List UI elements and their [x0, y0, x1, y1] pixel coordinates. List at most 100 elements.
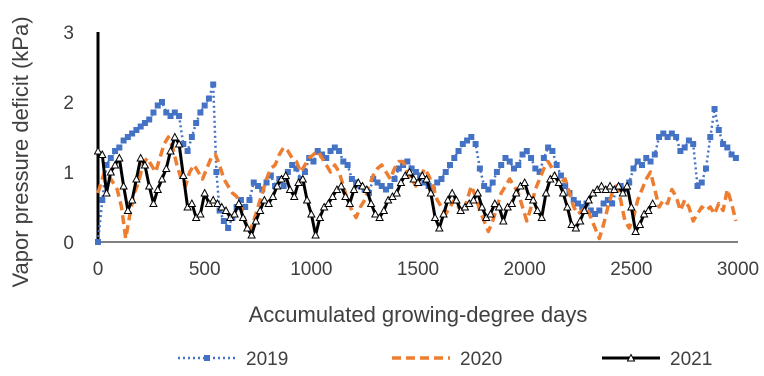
- x-tick-label: 1000: [290, 259, 332, 280]
- data-point: [310, 158, 317, 165]
- series-2020: [96, 135, 738, 241]
- data-point: [524, 191, 534, 200]
- data-point: [575, 200, 581, 207]
- data-point: [711, 106, 718, 112]
- data-point: [205, 95, 212, 102]
- data-point: [383, 186, 389, 193]
- data-point: [472, 141, 479, 147]
- data-point: [348, 176, 355, 182]
- data-point: [99, 197, 106, 203]
- data-point: [263, 179, 270, 186]
- data-point: [550, 170, 559, 179]
- data-point: [260, 195, 269, 204]
- data-point: [426, 188, 436, 197]
- data-point: [358, 181, 367, 190]
- data-point: [485, 186, 492, 193]
- data-point: [412, 169, 419, 175]
- data-point: [584, 195, 594, 204]
- data-point: [720, 141, 727, 147]
- data-point: [255, 183, 261, 189]
- legend-label: 2021: [670, 349, 712, 370]
- data-point: [324, 198, 333, 207]
- data-point: [174, 139, 184, 148]
- data-point: [533, 205, 542, 214]
- data-point: [267, 172, 274, 179]
- data-point: [242, 223, 252, 232]
- data-point: [647, 158, 654, 165]
- data-point: [178, 170, 188, 179]
- data-point: [443, 195, 453, 204]
- data-point: [404, 158, 411, 165]
- data-point: [536, 169, 543, 175]
- data-point: [442, 169, 449, 175]
- data-point: [154, 102, 161, 109]
- data-point: [477, 202, 487, 211]
- data-point: [635, 219, 645, 228]
- data-point: [107, 155, 114, 161]
- data-point: [247, 230, 256, 239]
- data-point: [323, 155, 330, 161]
- data-point: [604, 197, 611, 203]
- data-point: [197, 109, 204, 116]
- data-point: [159, 99, 165, 105]
- data-point: [728, 151, 735, 158]
- data-point: [392, 188, 402, 197]
- data-point: [626, 179, 633, 186]
- data-point: [413, 177, 423, 186]
- data-point: [184, 148, 191, 154]
- data-point: [490, 198, 500, 207]
- data-point: [129, 130, 136, 137]
- data-point: [366, 198, 376, 207]
- data-point: [452, 195, 461, 204]
- data-point: [234, 198, 244, 207]
- data-point: [157, 174, 167, 183]
- data-point: [124, 134, 131, 140]
- data-point: [626, 202, 636, 211]
- data-point: [451, 155, 458, 161]
- data-point: [298, 174, 308, 183]
- data-point: [511, 165, 517, 172]
- data-point: [220, 218, 227, 224]
- data-point: [246, 197, 253, 203]
- data-point: [562, 202, 572, 211]
- data-point: [362, 184, 372, 193]
- data-point: [580, 205, 589, 214]
- data-point: [340, 158, 347, 165]
- data-point: [336, 181, 346, 190]
- data-point: [196, 209, 205, 218]
- data-point: [112, 148, 119, 154]
- data-point: [473, 188, 483, 197]
- data-point: [110, 160, 120, 169]
- data-point: [370, 209, 380, 218]
- data-point: [102, 188, 111, 197]
- data-point: [176, 113, 183, 119]
- data-point: [570, 197, 577, 203]
- y-tick-label: 0: [63, 233, 74, 254]
- data-point: [724, 144, 731, 151]
- data-point: [375, 212, 384, 221]
- data-point: [639, 162, 645, 168]
- data-point: [567, 219, 576, 228]
- data-point: [434, 179, 441, 186]
- data-point: [438, 176, 445, 182]
- legend-item-2020: 2020: [392, 349, 502, 370]
- data-point: [106, 167, 116, 176]
- data-point: [204, 355, 210, 361]
- data-point: [434, 223, 444, 232]
- data-point: [119, 181, 128, 190]
- data-point: [150, 109, 157, 116]
- data-point: [528, 195, 538, 204]
- data-point: [327, 148, 334, 154]
- data-point: [146, 116, 153, 123]
- data-point: [171, 109, 178, 116]
- x-tick-label: 2500: [610, 259, 652, 280]
- data-point: [609, 200, 616, 207]
- data-point: [161, 163, 171, 172]
- data-point: [553, 162, 560, 168]
- data-point: [694, 183, 701, 189]
- legend-label: 2019: [246, 349, 288, 370]
- data-point: [698, 179, 705, 186]
- data-point: [707, 134, 714, 140]
- data-point: [430, 212, 440, 221]
- data-point: [519, 151, 526, 158]
